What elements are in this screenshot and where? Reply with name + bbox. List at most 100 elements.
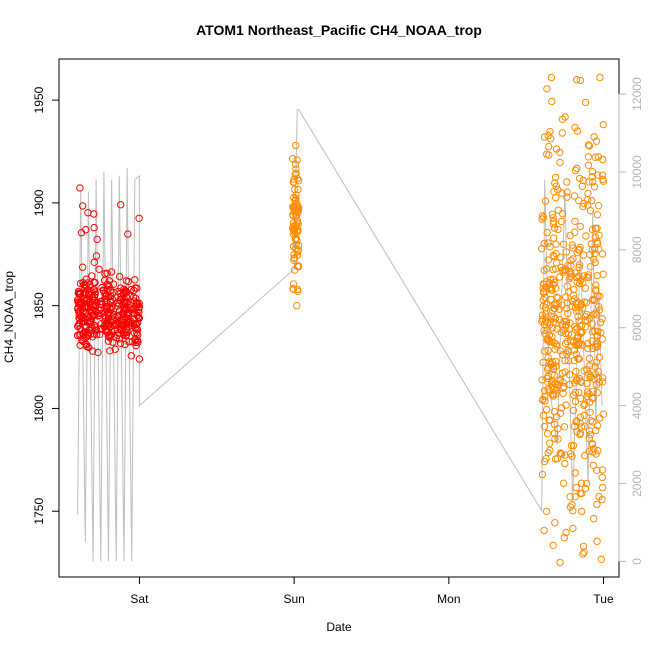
data-point bbox=[550, 234, 558, 242]
data-point bbox=[539, 285, 547, 293]
data-point bbox=[76, 308, 84, 316]
data-point bbox=[552, 259, 561, 267]
data-point bbox=[589, 418, 597, 426]
data-point bbox=[586, 263, 595, 271]
data-point bbox=[591, 286, 600, 295]
data-point bbox=[578, 182, 586, 190]
data-point bbox=[563, 188, 571, 196]
data-point bbox=[291, 170, 299, 179]
data-point bbox=[116, 339, 125, 347]
data-point bbox=[572, 483, 580, 492]
data-point bbox=[559, 240, 568, 249]
data-point bbox=[544, 385, 552, 393]
data-point bbox=[97, 301, 106, 309]
data-point bbox=[116, 296, 125, 304]
data-point bbox=[578, 489, 586, 498]
data-point bbox=[113, 312, 121, 320]
data-point bbox=[578, 507, 586, 516]
data-point bbox=[77, 312, 85, 320]
data-point bbox=[579, 542, 588, 551]
data-point bbox=[586, 398, 594, 406]
data-point bbox=[81, 281, 89, 290]
data-point bbox=[543, 228, 551, 237]
y-tick-label: 1900 bbox=[32, 189, 46, 216]
data-point bbox=[83, 279, 92, 287]
data-point bbox=[78, 263, 87, 271]
data-point bbox=[567, 441, 576, 450]
data-point bbox=[574, 298, 582, 306]
data-point bbox=[582, 232, 590, 240]
data-point bbox=[559, 479, 568, 487]
data-point bbox=[547, 286, 555, 294]
data-point bbox=[92, 252, 101, 260]
data-point bbox=[549, 214, 557, 222]
data-point bbox=[127, 352, 136, 360]
data-point bbox=[548, 370, 556, 378]
data-point bbox=[598, 466, 607, 474]
data-point bbox=[544, 239, 552, 247]
data-point bbox=[588, 196, 596, 205]
data-point bbox=[90, 223, 98, 232]
data-point bbox=[572, 367, 580, 376]
data-point bbox=[290, 178, 298, 186]
data-point bbox=[544, 318, 552, 327]
data-point bbox=[584, 344, 592, 353]
y2-tick-label: 12000 bbox=[630, 77, 644, 111]
data-point bbox=[592, 381, 600, 389]
data-point bbox=[561, 451, 569, 459]
data-point bbox=[561, 113, 569, 121]
data-point bbox=[546, 446, 554, 454]
data-point bbox=[90, 258, 99, 266]
data-point bbox=[558, 210, 567, 218]
data-point bbox=[544, 372, 552, 381]
data-point bbox=[121, 287, 129, 296]
data-point bbox=[293, 285, 302, 294]
data-point bbox=[580, 401, 588, 409]
data-point bbox=[135, 303, 143, 311]
data-point bbox=[574, 341, 583, 349]
data-point bbox=[577, 479, 586, 487]
data-point bbox=[542, 405, 551, 414]
data-point bbox=[579, 176, 587, 185]
data-point bbox=[559, 378, 567, 387]
data-point bbox=[571, 469, 579, 477]
data-point bbox=[589, 461, 597, 469]
data-point bbox=[540, 457, 549, 466]
data-point bbox=[548, 97, 556, 106]
data-point bbox=[294, 177, 303, 185]
data-point bbox=[539, 411, 548, 420]
data-point bbox=[581, 312, 589, 320]
data-point bbox=[115, 335, 124, 343]
data-point bbox=[540, 287, 548, 296]
data-point bbox=[563, 350, 571, 358]
data-point bbox=[590, 296, 598, 305]
axes-layer: Sat Sun Mon Tue 1750 1800 1850 1900 1950 0 2000 400… bbox=[32, 77, 644, 606]
data-point bbox=[132, 338, 140, 347]
data-point bbox=[93, 235, 101, 244]
data-point bbox=[589, 344, 597, 353]
data-point bbox=[74, 322, 82, 331]
data-point bbox=[540, 326, 548, 334]
data-point bbox=[588, 320, 596, 328]
y-axis-label: CH4_NOAA_trop bbox=[2, 271, 16, 363]
data-point bbox=[549, 251, 557, 260]
data-point bbox=[579, 550, 587, 558]
data-point bbox=[291, 235, 300, 243]
data-point bbox=[556, 449, 564, 457]
data-point bbox=[564, 330, 573, 338]
data-point bbox=[586, 362, 594, 370]
data-point bbox=[591, 258, 599, 267]
data-point bbox=[550, 429, 559, 437]
data-point bbox=[290, 203, 298, 212]
data-point bbox=[540, 387, 549, 395]
data-point bbox=[598, 250, 607, 258]
data-point bbox=[596, 292, 604, 300]
data-point bbox=[539, 302, 547, 310]
data-point bbox=[559, 389, 567, 398]
data-point bbox=[593, 238, 601, 246]
data-point bbox=[294, 263, 303, 271]
y2-tick-label: 4000 bbox=[630, 392, 644, 419]
data-point bbox=[572, 307, 580, 315]
data-point bbox=[564, 346, 572, 355]
